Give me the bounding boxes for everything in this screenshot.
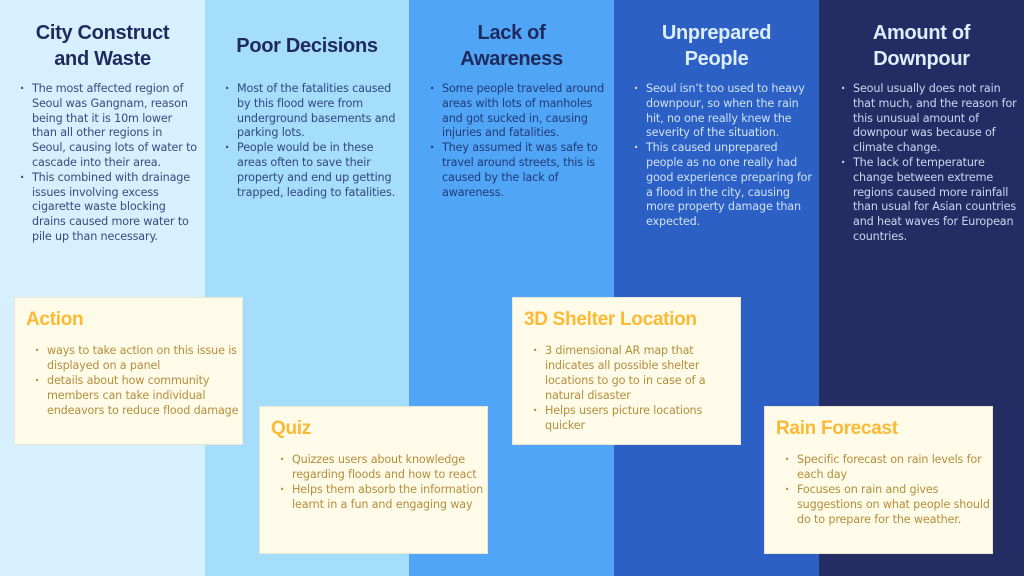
card-title: 3D Shelter Location <box>524 309 697 330</box>
column-bullets: Seoul isn’t too used to heavy downpour, … <box>634 82 816 230</box>
card-bullets: Specific forecast on rain levels for eac… <box>785 452 990 527</box>
column-title: City Construct and Waste <box>0 20 205 72</box>
column-title: Unprepared People <box>614 20 819 72</box>
title-line: Poor Decisions <box>236 35 378 57</box>
bullet-item: 3 dimensional AR map that indicates all … <box>533 343 738 403</box>
bullet-item: details about how community members can … <box>35 373 240 418</box>
card-quiz: Quiz Quizzes users about knowledge regar… <box>259 406 488 554</box>
title-line: Lack of <box>477 22 546 44</box>
bullet-item: This caused unprepared people as no one … <box>634 141 816 230</box>
bullet-item: Some people traveled around areas with l… <box>430 82 610 141</box>
column-title: Lack of Awareness <box>409 20 614 72</box>
bullet-item: Seoul isn’t too used to heavy downpour, … <box>634 82 816 141</box>
card-title: Rain Forecast <box>776 418 898 439</box>
column-unprepared-people: Unprepared People Seoul isn’t too used t… <box>614 0 819 576</box>
column-bullets: Some people traveled around areas with l… <box>430 82 610 200</box>
bullet-item: Helps them absorb the information learnt… <box>280 482 485 512</box>
card-title: Action <box>26 309 84 330</box>
title-line: Downpour <box>873 48 970 70</box>
title-line: People <box>684 48 749 70</box>
card-bullets: ways to take action on this issue is dis… <box>35 343 240 418</box>
title-line: Unprepared <box>661 22 772 44</box>
title-line: City Construct <box>35 22 170 44</box>
bullet-item: They assumed it was safe to travel aroun… <box>430 141 610 200</box>
card-bullets: 3 dimensional AR map that indicates all … <box>533 343 738 433</box>
card-rain-forecast: Rain Forecast Specific forecast on rain … <box>764 406 993 554</box>
bullet-item: Specific forecast on rain levels for eac… <box>785 452 990 482</box>
column-bullets: Most of the fatalities caused by this fl… <box>225 82 405 200</box>
bullet-item: ways to take action on this issue is dis… <box>35 343 240 373</box>
card-3d-shelter-location: 3D Shelter Location 3 dimensional AR map… <box>512 297 741 445</box>
bullet-item: Quizzes users about knowledge regarding … <box>280 452 485 482</box>
bullet-item: Most of the fatalities caused by this fl… <box>225 82 405 141</box>
bullet-item: The most affected region of Seoul was Ga… <box>20 82 198 171</box>
title-line: Amount of <box>872 22 971 44</box>
column-city-construct: City Construct and Waste The most affect… <box>0 0 205 576</box>
bullet-item: This combined with drainage issues invol… <box>20 171 198 245</box>
bullet-item: Helps users picture locations quicker <box>533 403 738 433</box>
column-bullets: Seoul usually does not rain that much, a… <box>841 82 1023 245</box>
card-bullets: Quizzes users about knowledge regarding … <box>280 452 485 512</box>
column-title: Amount of Downpour <box>819 20 1024 72</box>
bullet-item: Seoul usually does not rain that much, a… <box>841 82 1023 156</box>
column-title: Poor Decisions <box>205 33 409 59</box>
card-action: Action ways to take action on this issue… <box>14 297 243 445</box>
bullet-item: People would be in these areas often to … <box>225 141 405 200</box>
bullet-item: The lack of temperature change between e… <box>841 156 1023 245</box>
title-line: and Waste <box>54 48 151 70</box>
card-title: Quiz <box>271 418 311 439</box>
column-bullets: The most affected region of Seoul was Ga… <box>20 82 198 245</box>
bullet-item: Focuses on rain and gives suggestions on… <box>785 482 990 527</box>
title-line: Awareness <box>460 48 563 70</box>
